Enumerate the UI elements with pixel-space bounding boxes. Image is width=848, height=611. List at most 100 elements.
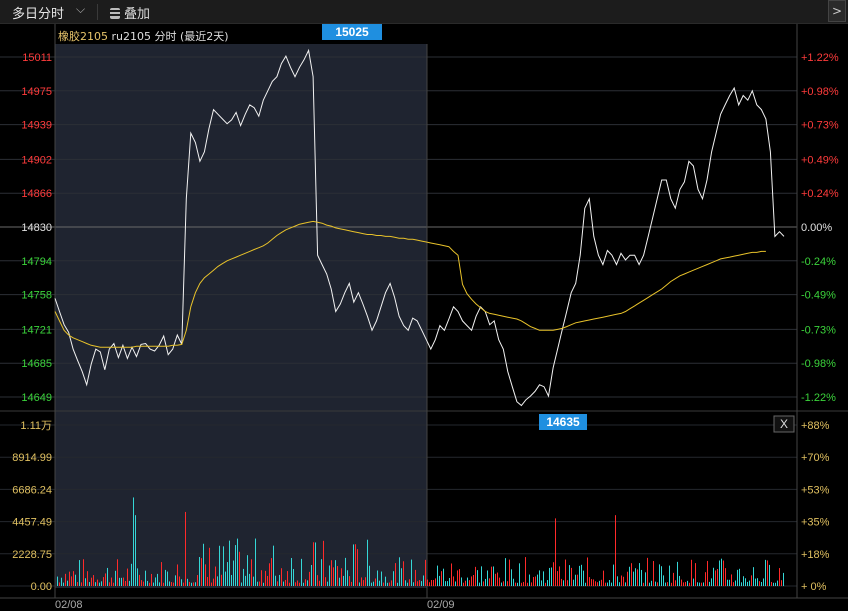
price-tick-label: 14649: [21, 392, 52, 404]
volume-bar: [335, 560, 336, 586]
volume-bar: [351, 581, 352, 586]
overlay-button[interactable]: 叠加: [110, 3, 150, 22]
average-price-line: [54, 220, 766, 348]
volume-bar: [353, 544, 354, 586]
price-tick-label: 14758: [21, 290, 52, 302]
volume-bar: [183, 582, 184, 586]
volume-bar: [325, 577, 326, 586]
volume-bar: [521, 582, 522, 586]
volume-bar: [453, 576, 454, 586]
volume-bar: [457, 570, 458, 586]
volume-bar: [203, 543, 204, 586]
volume-bar: [387, 582, 388, 586]
title-prefix: 橡胶2105: [58, 30, 108, 43]
volume-bar: [347, 570, 348, 586]
volume-bar: [291, 557, 292, 586]
volume-bar: [77, 581, 78, 586]
volume-bar: [249, 573, 250, 586]
volume-bar: [207, 576, 208, 586]
volume-bar: [749, 580, 750, 586]
volume-bar: [277, 581, 278, 586]
volume-bar: [683, 582, 684, 586]
volume-bar: [425, 559, 426, 586]
volume-bar: [423, 575, 424, 586]
volume-bar: [651, 580, 652, 586]
volume-bar: [309, 571, 310, 586]
volume-bar: [509, 559, 510, 586]
volume-bar: [237, 538, 238, 586]
volume-bar: [435, 578, 436, 586]
volume-bar: [673, 572, 674, 586]
volume-bar: [333, 567, 334, 586]
volume-bar: [297, 580, 298, 586]
percent-tick-label: -0.73%: [801, 324, 836, 336]
volume-bar: [719, 560, 720, 586]
volume-bar: [477, 570, 478, 586]
history-day-background: [55, 44, 427, 588]
volume-bar: [95, 582, 96, 586]
volume-bar: [467, 577, 468, 586]
volume-bar: [213, 578, 214, 586]
volume-bar: [707, 560, 708, 586]
volume-bar: [633, 571, 634, 586]
volume-bar: [327, 581, 328, 586]
volume-bar: [675, 580, 676, 586]
volume-bar: [383, 582, 384, 586]
volume-bar: [271, 558, 272, 586]
volume-bar: [421, 581, 422, 586]
volume-bar: [539, 570, 540, 586]
volume-bar: [63, 582, 64, 586]
volume-bar: [167, 571, 168, 586]
price-tick-label: 15011: [22, 52, 52, 64]
volume-bar: [389, 582, 390, 586]
volume-bar: [659, 564, 660, 586]
volume-bar: [549, 567, 550, 586]
volume-bar: [471, 576, 472, 586]
volume-bar: [109, 582, 110, 586]
volume-bar: [553, 562, 554, 586]
volume-bar: [69, 571, 70, 586]
volume-bar: [285, 579, 286, 586]
volume-bar: [781, 580, 782, 586]
volume-bar: [665, 582, 666, 586]
volume-bar: [625, 582, 626, 586]
volume-bar: [531, 582, 532, 586]
volume-bar: [497, 572, 498, 586]
volume-bar: [97, 579, 98, 586]
volume-tick-label: 1.11万: [20, 420, 52, 432]
volume-bar: [681, 579, 682, 586]
volume-bar: [363, 580, 364, 586]
volume-bar: [319, 580, 320, 586]
volume-bar: [125, 580, 126, 586]
volume-bar: [409, 579, 410, 586]
chevron-down-icon[interactable]: ⌵: [76, 2, 86, 16]
volume-bar: [153, 582, 154, 586]
volume-bar: [657, 582, 658, 586]
percent-tick-label: +0.98%: [801, 86, 839, 98]
volume-bar: [175, 575, 176, 586]
volume-bar: [349, 576, 350, 586]
volume-bar: [585, 582, 586, 586]
price-tick-label: 14830: [21, 222, 52, 234]
volume-bar: [219, 545, 220, 586]
title-suffix: 分时 (最近2天): [154, 30, 229, 43]
volume-bar: [147, 580, 148, 586]
chevron-right-icon[interactable]: >: [828, 0, 846, 22]
volume-bar: [295, 582, 296, 586]
volume-bar: [557, 571, 558, 586]
volume-bar: [679, 575, 680, 586]
volume-bar: [461, 577, 462, 586]
intraday-chart[interactable]: 15011 14975 14939 14902 14866 14830 14794 14758…: [0, 24, 848, 611]
volume-bar: [265, 570, 266, 586]
volume-bar: [177, 564, 178, 586]
volume-bar: [137, 568, 138, 586]
volume-bar: [123, 577, 124, 586]
volume-bar: [323, 540, 324, 586]
volume-bar: [293, 568, 294, 586]
volume-bar: [211, 582, 212, 586]
volume-bar: [727, 579, 728, 586]
volume-bar: [741, 582, 742, 586]
mode-label[interactable]: 多日分时: [12, 7, 65, 22]
volume-bar: [161, 562, 162, 586]
low-price-label: 14635: [546, 415, 580, 429]
